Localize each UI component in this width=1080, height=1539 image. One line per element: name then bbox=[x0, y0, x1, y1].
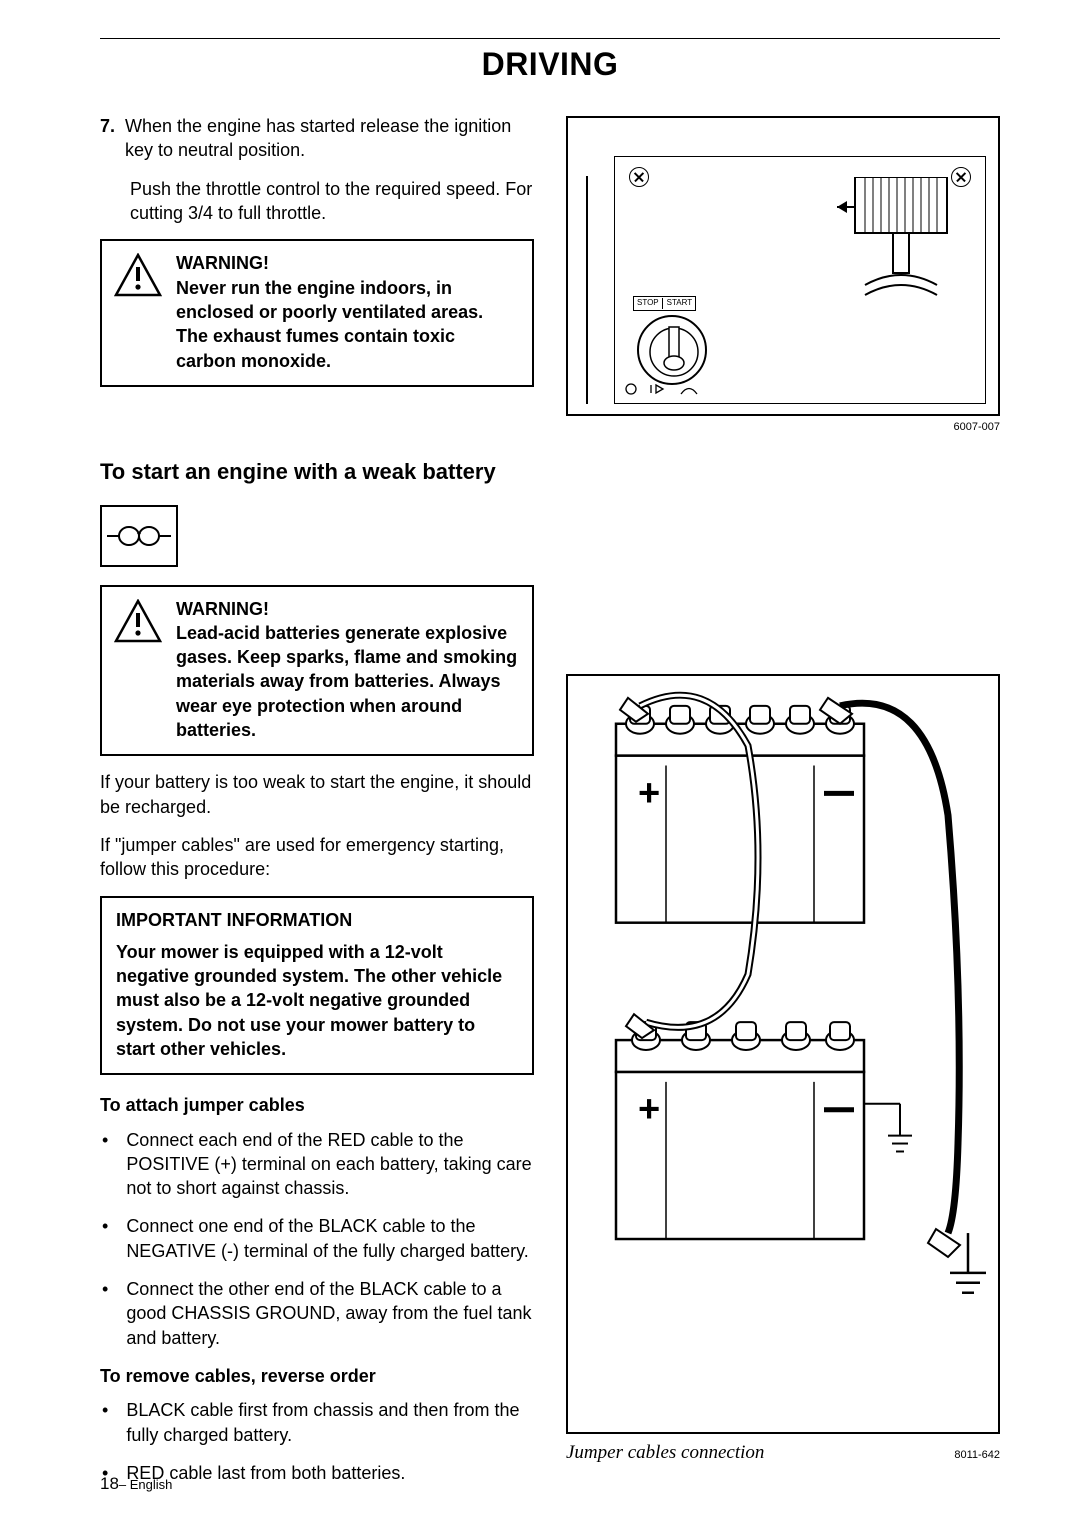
important-text: Your mower is equipped with a 12-volt ne… bbox=[116, 940, 518, 1061]
svg-text:+: + bbox=[638, 773, 660, 815]
rule-top bbox=[100, 38, 1000, 39]
svg-text:+: + bbox=[638, 1089, 660, 1131]
para-jumper: If "jumper cables" are used for emergenc… bbox=[100, 833, 534, 882]
step-text-1: When the engine has started release the … bbox=[125, 114, 534, 163]
attach-bullet-2: Connect one end of the BLACK cable to th… bbox=[126, 1214, 534, 1263]
step-7: 7. When the engine has started release t… bbox=[100, 114, 534, 163]
attach-bullet-3: Connect the other end of the BLACK cable… bbox=[126, 1277, 534, 1350]
right-column: STOP START bbox=[566, 114, 1000, 1499]
remove-bullet-1: BLACK cable first from chassis and then … bbox=[126, 1398, 534, 1447]
warning-triangle-icon bbox=[114, 253, 162, 303]
fig2-caption: Jumper cables connection bbox=[566, 1440, 764, 1466]
page-title: DRIVING bbox=[100, 43, 1000, 86]
page-number: 18 bbox=[100, 1474, 119, 1493]
weak-battery-heading: To start an engine with a weak battery bbox=[100, 457, 534, 487]
figure-jumper-cables: + + bbox=[566, 674, 1000, 1434]
important-info-box: IMPORTANT INFORMATION Your mower is equi… bbox=[100, 896, 534, 1076]
bullet-icon: • bbox=[100, 1277, 108, 1350]
important-label: IMPORTANT INFORMATION bbox=[116, 908, 518, 932]
warning-box-2: WARNING! Lead-acid batteries generate ex… bbox=[100, 585, 534, 757]
step-number: 7. bbox=[100, 114, 115, 163]
warning-box-1: WARNING! Never run the engine indoors, i… bbox=[100, 239, 534, 386]
footer-lang: – English bbox=[119, 1477, 172, 1492]
attach-heading: To attach jumper cables bbox=[100, 1093, 534, 1117]
remove-heading: To remove cables, reverse order bbox=[100, 1364, 534, 1388]
para-recharge: If your battery is too weak to start the… bbox=[100, 770, 534, 819]
page-footer: 18– English bbox=[100, 1473, 172, 1496]
warning2-text: Lead-acid batteries generate explosive g… bbox=[176, 621, 520, 742]
warning-triangle-icon bbox=[114, 599, 162, 649]
warning1-text: Never run the engine indoors, in enclose… bbox=[176, 276, 520, 373]
left-column: 7. When the engine has started release t… bbox=[100, 114, 534, 1499]
bullet-icon: • bbox=[100, 1214, 108, 1263]
step-text-2: Push the throttle control to the require… bbox=[100, 177, 534, 226]
attach-bullet-1: Connect each end of the RED cable to the… bbox=[126, 1128, 534, 1201]
bullet-icon: • bbox=[100, 1128, 108, 1201]
fig2-reference: 8011-642 bbox=[954, 1448, 1000, 1463]
warning2-label: WARNING! bbox=[176, 597, 520, 621]
warning1-label: WARNING! bbox=[176, 251, 520, 275]
attach-list: •Connect each end of the RED cable to th… bbox=[100, 1128, 534, 1350]
bullet-icon: • bbox=[100, 1398, 108, 1447]
eye-protection-icon bbox=[100, 505, 178, 567]
